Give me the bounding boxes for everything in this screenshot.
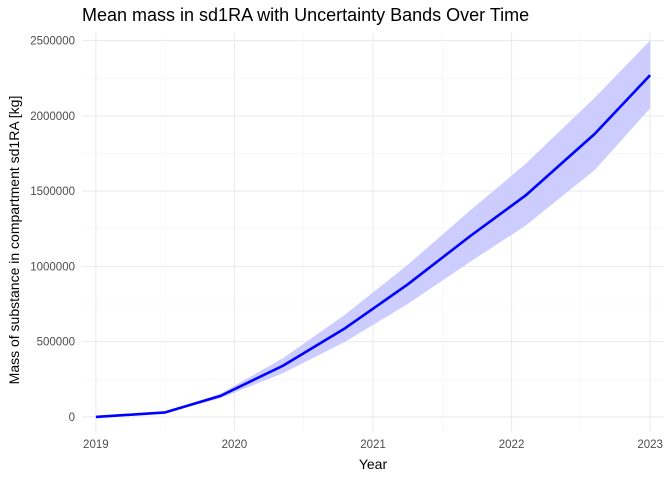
chart-title: Mean mass in sd1RA with Uncertainty Band…: [82, 5, 529, 25]
y-tick-label: 500000: [37, 337, 75, 349]
mean-line: [95, 74, 652, 419]
y-tick-label: 0: [69, 412, 75, 424]
y-tick-label: 1500000: [30, 186, 75, 198]
y-axis-title: Mass of substance in compartment sd1RA […: [6, 96, 22, 385]
x-tick-label: 2023: [637, 439, 663, 451]
x-tick-label: 2022: [499, 439, 525, 451]
y-axis-ticks: 0 500000 1000000 1500000 2000000 2500000: [30, 36, 75, 424]
y-tick-label: 2000000: [30, 111, 75, 123]
x-axis-ticks: 2019 2020 2021 2022 2023: [83, 439, 663, 451]
x-tick-label: 2021: [360, 439, 386, 451]
y-tick-label: 1000000: [30, 261, 75, 273]
grid: [82, 33, 664, 432]
x-tick-label: 2019: [83, 439, 109, 451]
x-tick-label: 2020: [222, 439, 248, 451]
x-axis-title: Year: [359, 456, 388, 472]
y-tick-label: 2500000: [30, 36, 75, 48]
mean-line-layer: [95, 74, 652, 419]
